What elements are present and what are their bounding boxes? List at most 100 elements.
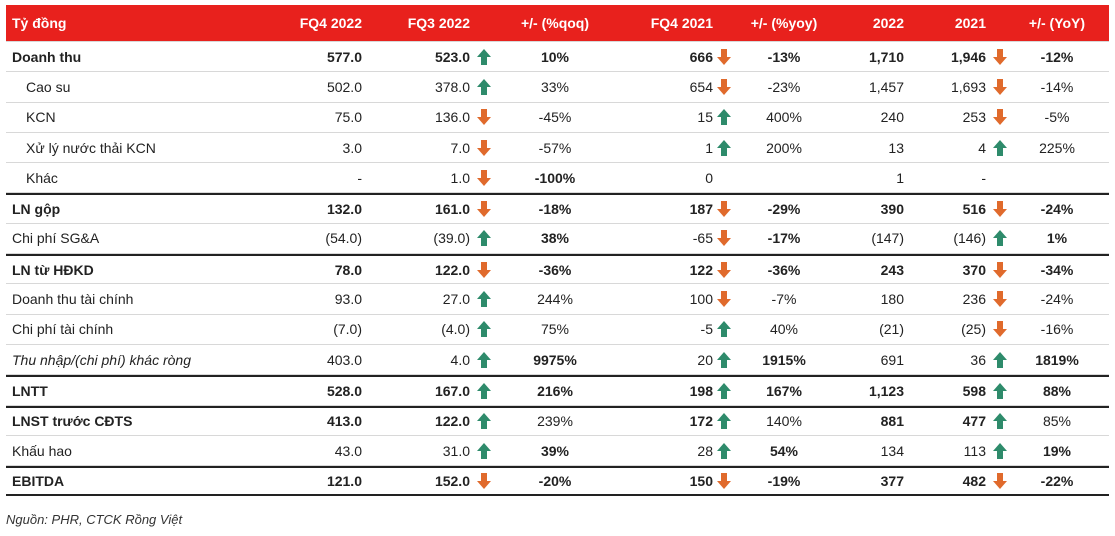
cell-fq4-2022: 121.0 <box>326 473 362 490</box>
cell-fq4-2021: 122 <box>689 261 713 278</box>
cell-qoq: -36% <box>538 261 572 278</box>
cell-fq3-2022: 31.0 <box>442 442 470 459</box>
arrow-up-icon <box>476 351 492 369</box>
cell-fq4-2021: 150 <box>689 473 713 490</box>
arrow-down-icon <box>992 290 1008 308</box>
cell-yoy: -7% <box>771 291 797 308</box>
cell-label: Khấu hao <box>12 442 72 459</box>
arrow-up-icon <box>716 442 732 460</box>
cell-fq4-2021: 20 <box>697 351 713 368</box>
cell-yoy-annual: -5% <box>1044 109 1070 126</box>
arrow-up-icon <box>716 351 732 369</box>
arrow-down-icon <box>992 200 1008 218</box>
cell-qoq: -20% <box>538 473 572 490</box>
table-row: LN từ HĐKD 78.0 122.0 -36% 122 -36% 243 370 -34% <box>6 254 1109 285</box>
cell-label: Doanh thu tài chính <box>12 291 134 308</box>
cell-y2021: 598 <box>962 382 986 399</box>
cell-fq3-2022: 167.0 <box>434 382 470 399</box>
arrow-up-icon <box>992 139 1008 157</box>
header-yoy: +/- (%yoy) <box>750 15 818 31</box>
cell-yoy: 400% <box>766 109 802 126</box>
cell-yoy-annual: -24% <box>1040 291 1074 308</box>
cell-y2022: (21) <box>879 321 904 338</box>
cell-yoy: -19% <box>767 473 801 490</box>
cell-y2022: (147) <box>871 230 904 247</box>
arrow-up-icon <box>476 229 492 247</box>
cell-fq4-2022: 43.0 <box>334 442 362 459</box>
arrow-up-icon <box>992 442 1008 460</box>
cell-y2022: 881 <box>880 413 904 430</box>
cell-yoy-annual: -12% <box>1040 48 1074 65</box>
arrow-up-icon <box>476 320 492 338</box>
cell-y2021: 1,693 <box>950 78 986 95</box>
cell-yoy-annual: -34% <box>1040 261 1074 278</box>
cell-qoq: -57% <box>538 139 572 156</box>
cell-yoy: -17% <box>767 230 801 247</box>
cell-yoy-annual <box>1016 163 1098 192</box>
table-row: Khấu hao 43.0 31.0 39% 28 54% 134 113 19% <box>6 436 1109 467</box>
cell-fq3-2022: 152.0 <box>434 473 470 490</box>
arrow-down-icon <box>992 48 1008 66</box>
cell-yoy-annual: 1% <box>1046 230 1068 247</box>
cell-fq4-2022: - <box>357 169 362 186</box>
arrow-down-icon <box>476 169 492 187</box>
arrow-up-icon <box>476 48 492 66</box>
cell-fq3-2022: 1.0 <box>450 169 470 186</box>
cell-label: Chi phí tài chính <box>12 321 114 338</box>
arrow-down-icon <box>476 200 492 218</box>
table-row: LNTT 528.0 167.0 216% 198 167% 1,123 598 88% <box>6 375 1109 406</box>
cell-fq4-2022: 132.0 <box>326 201 362 218</box>
cell-qoq: 9975% <box>533 351 577 368</box>
arrow-up-icon <box>716 108 732 126</box>
cell-y2021: 236 <box>962 291 986 308</box>
cell-qoq: -18% <box>538 201 572 218</box>
cell-label: LN gộp <box>12 201 61 218</box>
cell-y2021: 482 <box>962 473 986 490</box>
cell-y2022: 1,710 <box>868 48 904 65</box>
financial-table: Tỷ đồng FQ4 2022 FQ3 2022 +/- (%qoq) FQ4… <box>6 5 1109 497</box>
table-row: Khác - 1.0 -100% 0 1 - <box>6 163 1109 194</box>
cell-fq4-2022: 75.0 <box>334 109 362 126</box>
arrow-up-icon <box>716 412 732 430</box>
cell-label: Chi phí SG&A <box>12 230 100 247</box>
cell-fq4-2022: 403.0 <box>326 351 362 368</box>
cell-yoy: -13% <box>767 48 801 65</box>
cell-fq4-2022: 528.0 <box>326 382 362 399</box>
cell-y2022: 243 <box>880 261 904 278</box>
arrow-up-icon <box>992 382 1008 400</box>
cell-fq4-2022: (7.0) <box>333 321 362 338</box>
cell-yoy-annual: 88% <box>1042 382 1072 399</box>
arrow-up-icon <box>476 78 492 96</box>
cell-fq3-2022: 122.0 <box>434 261 470 278</box>
cell-qoq: 216% <box>537 382 573 399</box>
cell-yoy-annual: -24% <box>1040 201 1074 218</box>
cell-fq4-2021: 198 <box>689 382 713 399</box>
cell-fq4-2021: 172 <box>689 413 713 430</box>
cell-y2021: 113 <box>963 442 986 459</box>
cell-fq4-2022: 413.0 <box>326 413 362 430</box>
header-unit: Tỷ đồng <box>12 15 67 31</box>
arrow-down-icon <box>716 290 732 308</box>
cell-y2022: 13 <box>888 139 904 156</box>
cell-yoy: -36% <box>767 261 801 278</box>
cell-y2021: - <box>981 169 986 186</box>
cell-y2022: 390 <box>880 201 904 218</box>
table-header: Tỷ đồng FQ4 2022 FQ3 2022 +/- (%qoq) FQ4… <box>6 5 1109 42</box>
cell-yoy-annual: -22% <box>1040 473 1074 490</box>
cell-fq4-2022: 3.0 <box>342 139 362 156</box>
cell-fq3-2022: 136.0 <box>434 109 470 126</box>
cell-y2021: 370 <box>962 261 986 278</box>
arrow-down-icon <box>992 261 1008 279</box>
arrow-up-icon <box>716 139 732 157</box>
cell-qoq: 10% <box>540 48 570 65</box>
arrow-down-icon <box>716 48 732 66</box>
cell-yoy: 167% <box>766 382 802 399</box>
cell-yoy: 1915% <box>762 351 806 368</box>
arrow-up-icon <box>992 229 1008 247</box>
arrow-up-icon <box>992 351 1008 369</box>
cell-y2022: 134 <box>880 442 904 459</box>
cell-fq4-2021: 666 <box>689 48 713 65</box>
cell-y2022: 377 <box>880 473 904 490</box>
cell-y2021: 1,946 <box>950 48 986 65</box>
cell-y2021: 4 <box>978 139 986 156</box>
